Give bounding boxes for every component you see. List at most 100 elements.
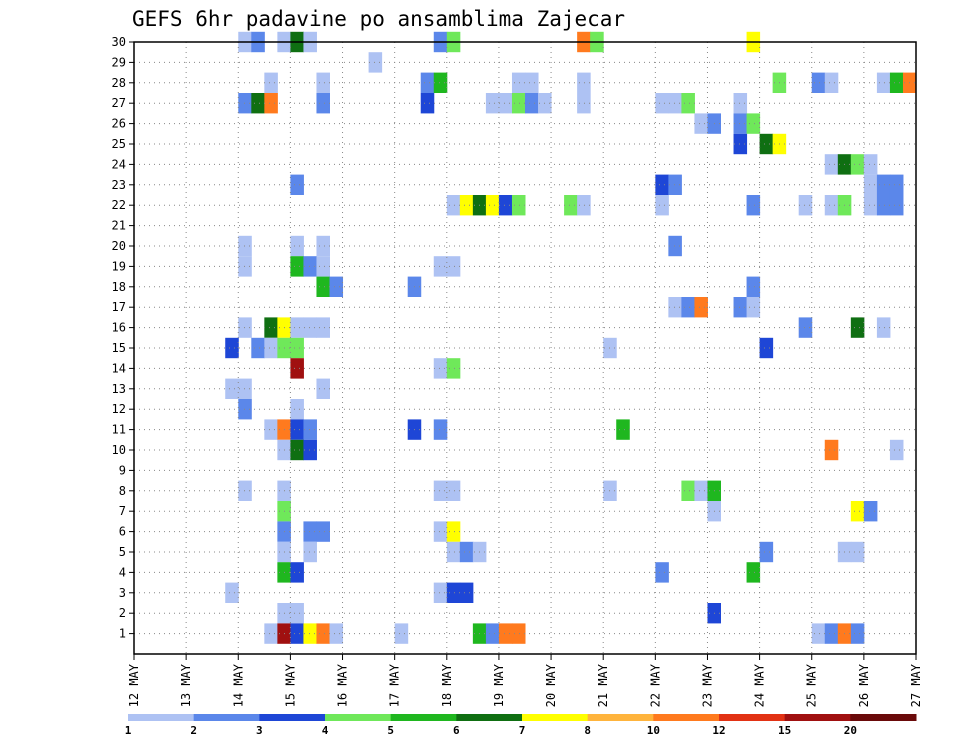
y-tick-label: 13 — [112, 382, 126, 396]
heatmap-cell — [329, 623, 344, 644]
y-tick-label: 27 — [112, 96, 126, 110]
heatmap-cell — [485, 93, 500, 114]
legend-swatch — [259, 714, 326, 721]
heatmap-cell — [681, 93, 695, 114]
y-tick-label: 23 — [112, 178, 126, 192]
heatmap-cell — [290, 623, 304, 644]
y-tick-label: 8 — [119, 484, 126, 498]
legend-label: 15 — [778, 724, 791, 737]
heatmap-cell — [850, 154, 865, 175]
heatmap-cell — [446, 256, 461, 277]
legend-label: 20 — [844, 724, 857, 737]
y-tick-label: 11 — [112, 423, 126, 437]
heatmap-cell — [746, 562, 761, 583]
legend-label: 6 — [453, 724, 460, 737]
legend-swatch — [587, 714, 654, 721]
heatmap-cell — [316, 378, 330, 399]
heatmap-cells — [225, 31, 917, 644]
legend-swatch — [390, 714, 457, 721]
x-tick-label: 26 MAY — [857, 663, 871, 707]
legend-swatch — [456, 714, 523, 721]
heatmap-cell — [238, 256, 252, 277]
heatmap-cell — [824, 195, 839, 216]
heatmap-cell — [511, 623, 526, 644]
heatmap-cell — [316, 317, 330, 338]
heatmap-cell — [251, 93, 265, 114]
legend-swatch — [719, 714, 786, 721]
heatmap-cell — [238, 378, 252, 399]
heatmap-cell — [433, 358, 448, 379]
heatmap-cell — [681, 297, 695, 318]
heatmap-cell — [525, 72, 539, 93]
heatmap-cell — [264, 72, 278, 93]
heatmap-cell — [668, 297, 682, 318]
y-tick-label: 30 — [112, 35, 126, 49]
heatmap-cell — [733, 297, 748, 318]
legend-label: 8 — [584, 724, 591, 737]
heatmap-cell — [498, 623, 513, 644]
x-tick-label: 18 MAY — [440, 663, 454, 707]
heatmap-cell — [290, 399, 304, 420]
heatmap-cell — [824, 72, 839, 93]
y-tick-label: 21 — [112, 219, 126, 233]
heatmap-cell — [446, 358, 461, 379]
y-tick-label: 4 — [119, 565, 126, 579]
heatmap-cell — [759, 541, 774, 563]
heatmap-cell — [863, 195, 878, 216]
chart-title: GEFS 6hr padavine po ansamblima Zajecar — [132, 7, 625, 31]
heatmap-cell — [863, 154, 878, 175]
x-tick-label: 17 MAY — [388, 663, 402, 707]
y-tick-label: 1 — [119, 627, 126, 641]
heatmap-cell — [316, 623, 330, 644]
heatmap-cell — [394, 623, 409, 644]
heatmap-cell — [225, 337, 239, 359]
legend-label: 5 — [387, 724, 394, 737]
heatmap-cell — [850, 501, 865, 522]
heatmap-cell — [668, 174, 682, 195]
legend-swatch — [325, 714, 392, 721]
heatmap-cell — [303, 521, 317, 542]
heatmap-cell — [459, 541, 474, 563]
heatmap-cell — [316, 256, 330, 277]
heatmap-cell — [746, 297, 761, 318]
heatmap-cell — [824, 439, 839, 461]
legend-label: 1 — [125, 724, 132, 737]
heatmap-cell — [485, 623, 500, 644]
x-tick-label: 25 MAY — [805, 663, 819, 707]
heatmap-cell — [290, 174, 304, 195]
heatmap-cell — [694, 480, 708, 501]
x-tick-label: 24 MAY — [753, 663, 767, 707]
heatmap-cell — [238, 235, 252, 257]
heatmap-cell — [446, 521, 461, 542]
heatmap-cell — [889, 72, 904, 93]
x-tick-label: 27 MAY — [909, 663, 923, 707]
x-tick-label: 22 MAY — [648, 663, 662, 707]
heatmap-cell — [251, 337, 265, 359]
heatmap-cell — [264, 337, 278, 359]
heatmap-cell — [303, 623, 317, 644]
heatmap-cell — [290, 358, 304, 379]
legend-label: 10 — [647, 724, 660, 737]
color-legend: 1 2 3 4 5 6 7 8 10 12 15 20 — [125, 714, 917, 737]
x-tick-label: 14 MAY — [231, 663, 245, 707]
heatmap-cell — [316, 521, 330, 542]
legend-swatch — [653, 714, 720, 721]
heatmap-cell — [577, 72, 591, 93]
heatmap-cell — [824, 623, 839, 644]
heatmap-cell — [225, 378, 239, 399]
heatmap-cell — [525, 93, 539, 114]
heatmap-cell — [746, 276, 761, 297]
heatmap-cell — [485, 195, 500, 216]
heatmap-cell — [733, 113, 748, 134]
heatmap-cell — [668, 235, 682, 257]
heatmap-cell — [264, 317, 278, 338]
y-tick-label: 17 — [112, 300, 126, 314]
heatmap-cell — [889, 174, 904, 195]
x-tick-label: 19 MAY — [492, 663, 506, 707]
heatmap-cell — [824, 154, 839, 175]
y-tick-label: 3 — [119, 586, 126, 600]
heatmap-cell — [303, 317, 317, 338]
legend-label: 7 — [519, 724, 526, 737]
heatmap-cell — [290, 256, 304, 277]
heatmap-cell — [498, 93, 513, 114]
